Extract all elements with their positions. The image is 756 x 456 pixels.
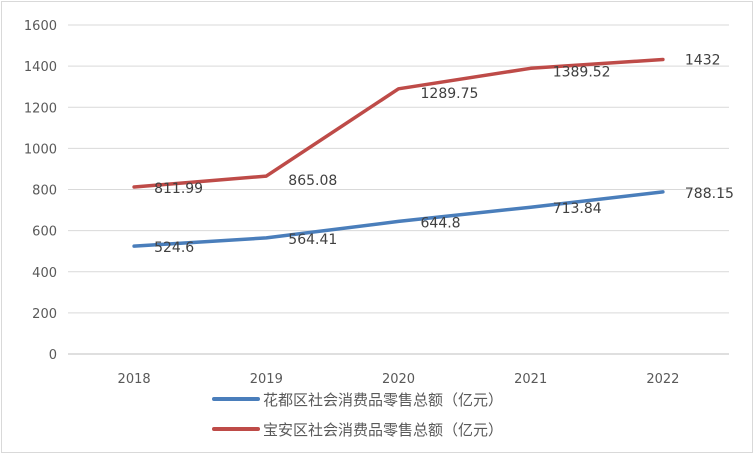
y-tick-label: 1400: [24, 60, 57, 75]
data-label: 524.6: [154, 240, 194, 256]
y-tick-label: 1200: [24, 101, 57, 116]
y-tick-label: 0: [49, 348, 57, 363]
series-line: [132, 57, 665, 189]
data-label: 811.99: [154, 181, 203, 197]
series-lines: [132, 57, 665, 248]
y-tick-label: 800: [32, 184, 57, 199]
gridlines: [68, 24, 729, 355]
data-label: 865.08: [288, 173, 337, 189]
data-label: 713.84: [553, 201, 602, 217]
y-tick-label: 400: [32, 266, 57, 281]
x-axis-ticks: 2018 2019 2020 2021 2022: [118, 372, 680, 387]
data-label: 564.41: [288, 232, 337, 248]
legend-label: 宝安区社会消费品零售总额（亿元）: [263, 421, 503, 439]
x-tick-label: 2019: [250, 372, 283, 387]
legend-label: 花都区社会消费品零售总额（亿元）: [263, 391, 503, 409]
data-label: 1389.52: [553, 64, 611, 80]
y-tick-label: 200: [32, 307, 57, 322]
x-tick-label: 2021: [514, 372, 547, 387]
y-tick-label: 1000: [24, 142, 57, 157]
data-label: 1432: [685, 53, 721, 69]
y-axis-ticks: 0 200 400 600 800 1000 1200 1400 1600: [24, 19, 57, 363]
y-tick-label: 600: [32, 225, 57, 240]
series-line: [132, 190, 665, 248]
data-label: 644.8: [421, 215, 461, 231]
data-labels: 524.6 564.41 644.8 713.84 788.15 811.99 865.08…: [154, 53, 734, 257]
y-tick-label: 1600: [24, 19, 57, 34]
x-tick-label: 2022: [646, 372, 679, 387]
data-label: 1289.75: [421, 86, 479, 102]
x-tick-label: 2018: [118, 372, 151, 387]
data-label: 788.15: [685, 186, 734, 202]
x-tick-label: 2020: [382, 372, 415, 387]
legend: 花都区社会消费品零售总额（亿元） 宝安区社会消费品零售总额（亿元）: [212, 391, 503, 439]
